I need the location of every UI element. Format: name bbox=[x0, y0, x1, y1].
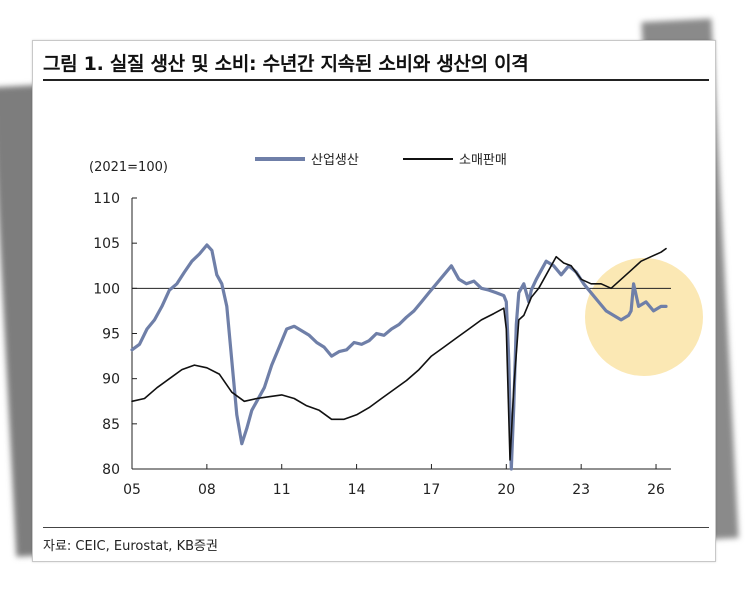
line-chart: (2021=100) 산업생산 소매판매 80 85 90 95 100 105 110 05… bbox=[89, 153, 703, 498]
legend-label-production: 산업생산 bbox=[311, 153, 359, 168]
y-tick-label-90: 90 bbox=[102, 372, 120, 388]
y-unit-label: (2021=100) bbox=[89, 160, 168, 175]
retail-line bbox=[131, 247, 667, 461]
y-tick-label-100: 100 bbox=[93, 281, 120, 297]
y-tick-label-110: 110 bbox=[93, 191, 120, 207]
production-line bbox=[130, 243, 668, 471]
footer-rule bbox=[43, 527, 709, 528]
figure-card: 그림 1. 실질 생산 및 소비: 수년간 지속된 소비와 생산의 이격 (20… bbox=[32, 40, 716, 562]
x-tick-label-20: 20 bbox=[497, 482, 515, 498]
x-tick-label-05: 05 bbox=[123, 482, 141, 498]
x-tick-label-17: 17 bbox=[423, 482, 441, 498]
x-tick-label-23: 23 bbox=[572, 482, 590, 498]
legend: 산업생산 소매판매 bbox=[255, 153, 507, 168]
y-tick-label-85: 85 bbox=[102, 417, 120, 433]
y-tick-label-105: 105 bbox=[93, 236, 120, 252]
axes: 80 85 90 95 100 105 110 05 08 11 14 17 20 23 26 bbox=[93, 191, 671, 498]
title-rule bbox=[43, 79, 709, 81]
series-lines bbox=[130, 243, 668, 471]
source-note: 자료: CEIC, Eurostat, KB증권 bbox=[43, 539, 218, 554]
y-tick-label-95: 95 bbox=[102, 327, 120, 343]
x-tick-label-14: 14 bbox=[348, 482, 366, 498]
x-tick-label-26: 26 bbox=[647, 482, 665, 498]
y-tick-label-80: 80 bbox=[102, 462, 120, 478]
x-tick-label-11: 11 bbox=[273, 482, 291, 498]
highlight-circle bbox=[585, 258, 703, 376]
legend-label-retail: 소매판매 bbox=[459, 153, 507, 168]
x-tick-label-08: 08 bbox=[198, 482, 216, 498]
figure-title: 그림 1. 실질 생산 및 소비: 수년간 지속된 소비와 생산의 이격 bbox=[43, 53, 529, 75]
